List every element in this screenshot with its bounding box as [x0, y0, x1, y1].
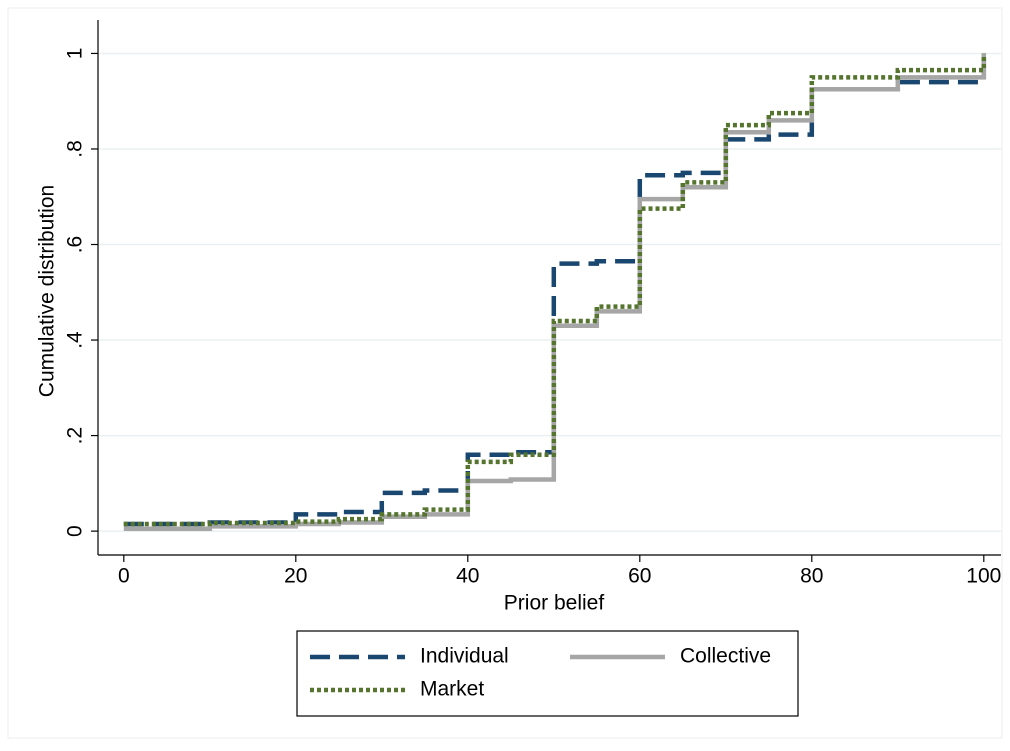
y-tick-label: 0 — [64, 525, 87, 537]
y-axis-title: Cumulative distribution — [36, 185, 59, 397]
x-tick-label: 40 — [456, 565, 479, 588]
x-tick-label: 0 — [118, 565, 130, 588]
legend-label: Market — [420, 678, 484, 701]
legend-box — [296, 630, 799, 717]
y-tick-label: .2 — [64, 427, 87, 445]
x-tick-label: 60 — [628, 565, 651, 588]
legend-label: Collective — [680, 645, 771, 668]
x-axis-title: Prior belief — [504, 592, 605, 615]
chart-frame — [7, 7, 1003, 739]
x-tick-label: 100 — [966, 565, 1001, 588]
series-line — [123, 53, 987, 527]
series-line — [123, 53, 987, 527]
y-tick-label: .4 — [64, 331, 87, 349]
x-tick-label: 20 — [284, 565, 307, 588]
y-tick-label: .8 — [64, 140, 87, 158]
x-tick-label: 80 — [800, 565, 823, 588]
y-tick-label: .6 — [64, 236, 87, 254]
y-tick-label: 1 — [64, 48, 87, 60]
legend-label: Individual — [420, 645, 509, 668]
